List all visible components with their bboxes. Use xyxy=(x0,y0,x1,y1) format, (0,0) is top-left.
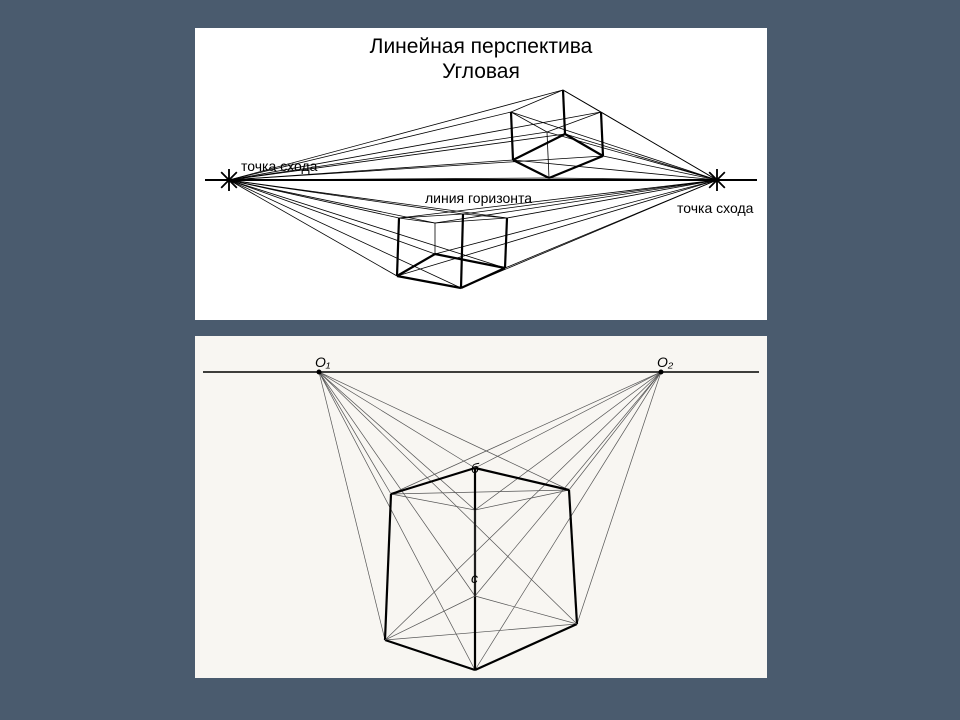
point-b-label: б xyxy=(471,460,479,476)
diagram-title: Линейная перспектива Угловая xyxy=(195,34,767,84)
vanishing-point-left-label: точка схода xyxy=(241,158,317,174)
bottom-diagram-panel: O₁ O₂ б с xyxy=(195,336,767,678)
vanishing-point-o1-label: O₁ xyxy=(315,354,330,370)
title-line1: Линейная перспектива xyxy=(370,35,593,58)
point-c-label: с xyxy=(471,570,478,586)
vanishing-point-o2-label: O₂ xyxy=(657,354,673,370)
bottom-diagram-svg xyxy=(195,336,767,678)
top-diagram-panel: Линейная перспектива Угловая точка схода… xyxy=(195,28,767,320)
vanishing-point-right-label: точка схода xyxy=(677,200,753,216)
horizon-line-label: линия горизонта xyxy=(425,190,532,206)
title-line2: Угловая xyxy=(442,60,520,83)
